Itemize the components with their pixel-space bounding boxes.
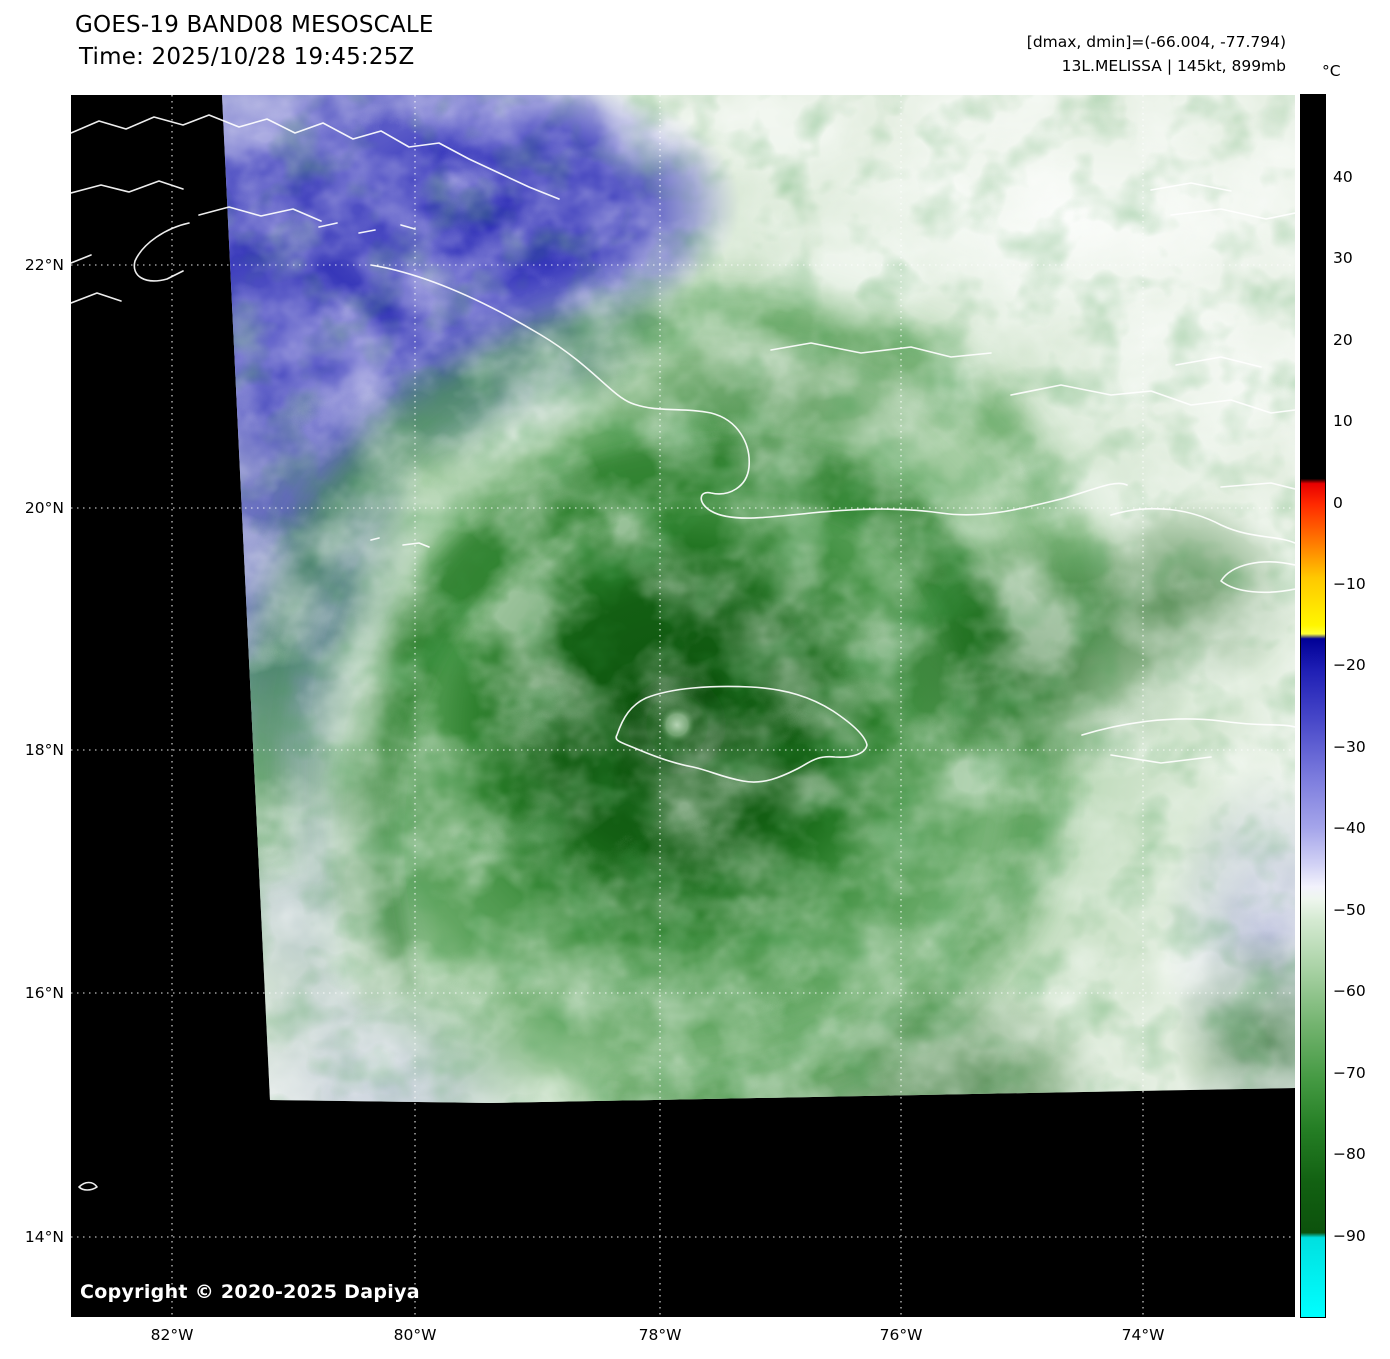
temperature-colorbar — [1300, 94, 1326, 1318]
coastlines — [71, 114, 1295, 1191]
storm-info: 13L.MELISSA | 145kt, 899mb — [1061, 57, 1286, 75]
bahamas-islands — [1150, 182, 1295, 368]
colorbar-tick-m90: −90 — [1333, 1227, 1366, 1245]
small-islet — [78, 1181, 98, 1191]
colorbar-tick-m40: −40 — [1333, 819, 1366, 837]
cayman-islands — [370, 537, 430, 548]
colorbar-tick-m20: −20 — [1333, 656, 1366, 674]
lat-label-16n: 16°N — [24, 984, 64, 1002]
satellite-data-region — [222, 95, 1295, 1103]
lat-label-18n: 18°N — [24, 741, 64, 759]
colorbar-tick-40: 40 — [1333, 168, 1353, 186]
copyright-watermark: Copyright © 2020-2025 Dapiya — [80, 1281, 420, 1303]
lon-label-74w: 74°W — [1121, 1326, 1165, 1344]
satellite-imagery — [71, 95, 1295, 1317]
product-title: GOES-19 BAND08 MESOSCALE — [75, 12, 434, 38]
jamaica-coastline — [615, 685, 868, 783]
colorbar-tick-m50: −50 — [1333, 901, 1366, 919]
lon-label-82w: 82°W — [150, 1326, 194, 1344]
lat-label-20n: 20°N — [24, 499, 64, 517]
lon-label-78w: 78°W — [638, 1326, 682, 1344]
colorbar-tick-20: 20 — [1333, 331, 1353, 349]
colorbar-tick-m30: −30 — [1333, 738, 1366, 756]
satellite-map: Copyright © 2020-2025 Dapiya — [71, 95, 1295, 1317]
lon-label-76w: 76°W — [879, 1326, 923, 1344]
colorbar-tick-m10: −10 — [1333, 575, 1366, 593]
haiti-south-peninsula — [1081, 718, 1295, 764]
cuba-keys — [71, 180, 322, 222]
lat-label-14n: 14°N — [24, 1228, 64, 1246]
dmax-dmin-readout: [dmax, dmin]=(-66.004, -77.794) — [1026, 33, 1286, 51]
cuba-north-coast — [71, 114, 560, 200]
colorbar-unit-label: °C — [1322, 62, 1341, 80]
colorbar-tick-m70: −70 — [1333, 1064, 1366, 1082]
colorbar-tick-m80: −80 — [1333, 1145, 1366, 1163]
cuba-south-coast — [370, 264, 1128, 519]
cuba-northeast-coast — [770, 342, 1295, 414]
colorbar-tick-30: 30 — [1333, 249, 1353, 267]
lon-label-80w: 80°W — [393, 1326, 437, 1344]
colorbar-tick-10: 10 — [1333, 412, 1353, 430]
lat-label-22n: 22°N — [24, 256, 64, 274]
product-time: Time: 2025/10/28 19:45:25Z — [79, 44, 415, 70]
graticule — [71, 95, 1295, 1317]
colorbar-tick-m60: −60 — [1333, 982, 1366, 1000]
colorbar-tick-0: 0 — [1333, 494, 1343, 512]
